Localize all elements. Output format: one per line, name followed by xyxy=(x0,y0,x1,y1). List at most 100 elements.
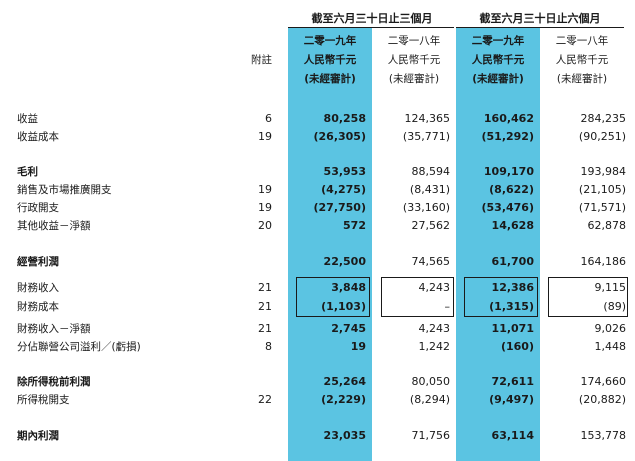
row-label: 財務成本 xyxy=(17,301,59,313)
value-3m-2018: (8,431) xyxy=(409,183,450,196)
row-label: 收益成本 xyxy=(17,131,59,143)
value-3m-2019: 572 xyxy=(343,219,366,232)
value-3m-2019: 53,953 xyxy=(323,165,366,178)
row-label: 行政開支 xyxy=(17,202,59,214)
value-6m-2019: 160,462 xyxy=(483,112,534,125)
row-label: 財務收入－淨額 xyxy=(17,323,91,335)
value-6m-2018: (89) xyxy=(603,300,626,313)
row-label: 毛利 xyxy=(17,166,38,178)
value-6m-2018: (90,251) xyxy=(578,130,626,143)
row-label: 期內利潤 xyxy=(17,430,59,442)
highlight-column-3m-2019 xyxy=(288,28,372,461)
value-3m-2019: 25,264 xyxy=(323,375,366,388)
table-row-revenue: 收益 6 80,258 124,365 160,462 284,235 xyxy=(0,110,635,128)
value-6m-2019: (1,315) xyxy=(489,300,534,313)
value-6m-2019: 12,386 xyxy=(491,281,534,294)
value-3m-2019: 3,848 xyxy=(331,281,366,294)
value-6m-2019: 109,170 xyxy=(483,165,534,178)
column-header-6m-2018: 二零一八年 人民幣千元 (未經審計) xyxy=(540,32,624,89)
value-3m-2019: 23,035 xyxy=(323,429,366,442)
table-row-other-gains: 其他收益－淨額 20 572 27,562 14,628 62,878 xyxy=(0,217,635,235)
value-6m-2018: 193,984 xyxy=(580,165,627,178)
note-column-header: 附註 xyxy=(251,54,272,66)
row-note: 19 xyxy=(258,201,272,214)
value-3m-2019: (26,305) xyxy=(313,130,366,143)
value-3m-2018: – xyxy=(444,300,451,313)
value-3m-2018: (33,160) xyxy=(402,201,450,214)
value-3m-2018: 1,242 xyxy=(418,340,451,353)
value-3m-2019: 19 xyxy=(350,340,366,353)
value-3m-2018: 74,565 xyxy=(411,255,451,268)
value-3m-2018: 71,756 xyxy=(411,429,451,442)
value-6m-2019: (9,497) xyxy=(489,393,534,406)
box-finance-3m-2018 xyxy=(381,277,454,317)
table-row-net-finance-income: 財務收入－淨額 21 2,745 4,243 11,071 9,026 xyxy=(0,320,635,338)
row-note: 19 xyxy=(258,130,272,143)
value-6m-2019: (160) xyxy=(500,340,534,353)
value-6m-2018: 153,778 xyxy=(580,429,627,442)
column-status: (未經審計) xyxy=(388,73,440,85)
value-3m-2018: 4,243 xyxy=(418,281,451,294)
value-6m-2019: 14,628 xyxy=(491,219,534,232)
row-note: 21 xyxy=(258,281,272,294)
value-6m-2019: (8,622) xyxy=(489,183,534,196)
highlight-column-6m-2019 xyxy=(456,28,540,461)
value-6m-2018: (20,882) xyxy=(578,393,626,406)
table-row-selling-expenses: 銷售及市場推廣開支 19 (4,275) (8,431) (8,622) (21… xyxy=(0,181,635,199)
column-currency: 人民幣千元 xyxy=(471,54,525,66)
row-label: 收益 xyxy=(17,113,38,125)
value-6m-2018: 62,878 xyxy=(587,219,627,232)
value-3m-2019: (27,750) xyxy=(313,201,366,214)
value-3m-2018: 124,365 xyxy=(404,112,451,125)
column-status: (未經審計) xyxy=(304,73,356,85)
period-header-three-months: 截至六月三十日止三個月 xyxy=(311,12,433,25)
value-6m-2018: 1,448 xyxy=(594,340,627,353)
column-currency: 人民幣千元 xyxy=(303,54,357,66)
value-6m-2018: 9,115 xyxy=(594,281,627,294)
value-6m-2019: 11,071 xyxy=(491,322,534,335)
box-finance-6m-2018 xyxy=(548,277,628,317)
row-label: 其他收益－淨額 xyxy=(17,220,91,232)
row-label: 銷售及市場推廣開支 xyxy=(17,184,112,196)
value-6m-2018: 9,026 xyxy=(594,322,627,335)
column-header-3m-2018: 二零一八年 人民幣千元 (未經審計) xyxy=(372,32,456,89)
column-year: 二零一九年 xyxy=(471,35,525,47)
period-rule-three-months xyxy=(288,27,454,28)
table-row-share-of-associates: 分佔聯營公司溢利／(虧損) 8 19 1,242 (160) 1,448 xyxy=(0,338,635,356)
period-rule-six-months xyxy=(456,27,624,28)
table-row-finance-costs: 財務成本 21 (1,103) – (1,315) (89) xyxy=(0,298,635,316)
value-3m-2018: 88,594 xyxy=(411,165,451,178)
row-note: 21 xyxy=(258,322,272,335)
table-row-profit-for-period: 期內利潤 23,035 71,756 63,114 153,778 xyxy=(0,427,635,445)
value-6m-2018: 284,235 xyxy=(580,112,627,125)
value-3m-2018: 80,050 xyxy=(411,375,451,388)
row-note: 22 xyxy=(258,393,272,406)
value-3m-2019: (2,229) xyxy=(321,393,366,406)
table-row-income-tax: 所得稅開支 22 (2,229) (8,294) (9,497) (20,882… xyxy=(0,391,635,409)
box-finance-6m-2019 xyxy=(464,277,538,317)
value-3m-2019: 80,258 xyxy=(323,112,366,125)
row-note: 19 xyxy=(258,183,272,196)
column-status: (未經審計) xyxy=(472,73,524,85)
row-note: 21 xyxy=(258,300,272,313)
table-row-admin-expenses: 行政開支 19 (27,750) (33,160) (53,476) (71,5… xyxy=(0,199,635,217)
row-label: 分佔聯營公司溢利／(虧損) xyxy=(17,341,141,353)
row-label: 財務收入 xyxy=(17,282,59,294)
table-row-gross-profit: 毛利 53,953 88,594 109,170 193,984 xyxy=(0,163,635,181)
row-note: 6 xyxy=(265,112,272,125)
value-3m-2019: (4,275) xyxy=(321,183,366,196)
value-3m-2019: 2,745 xyxy=(331,322,366,335)
column-header-3m-2019: 二零一九年 人民幣千元 (未經審計) xyxy=(288,32,372,89)
table-row-profit-before-tax: 除所得稅前利潤 25,264 80,050 72,611 174,660 xyxy=(0,373,635,391)
value-6m-2018: (71,571) xyxy=(578,201,626,214)
row-note: 8 xyxy=(265,340,272,353)
value-3m-2018: (8,294) xyxy=(409,393,450,406)
period-header-six-months: 截至六月三十日止六個月 xyxy=(479,12,601,25)
value-6m-2019: 63,114 xyxy=(491,429,534,442)
table-row-operating-profit: 經營利潤 22,500 74,565 61,700 164,186 xyxy=(0,253,635,271)
row-label: 所得稅開支 xyxy=(17,394,70,406)
table-row-finance-income: 財務收入 21 3,848 4,243 12,386 9,115 xyxy=(0,279,635,297)
value-3m-2019: (1,103) xyxy=(321,300,366,313)
value-3m-2019: 22,500 xyxy=(323,255,366,268)
value-6m-2019: (51,292) xyxy=(481,130,534,143)
